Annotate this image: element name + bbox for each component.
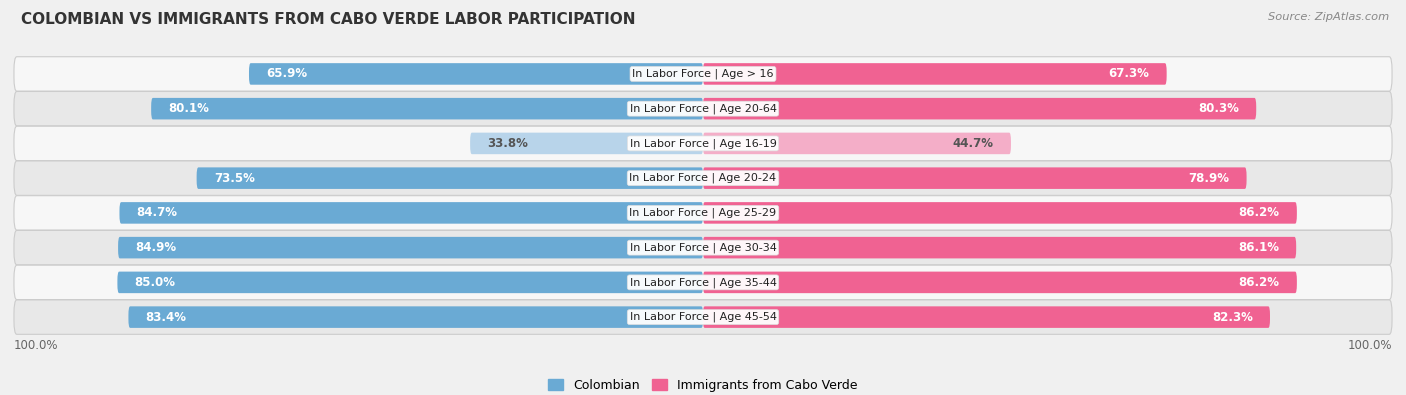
FancyBboxPatch shape (14, 126, 1392, 161)
FancyBboxPatch shape (703, 272, 1296, 293)
Text: 82.3%: 82.3% (1212, 310, 1253, 324)
Legend: Colombian, Immigrants from Cabo Verde: Colombian, Immigrants from Cabo Verde (543, 374, 863, 395)
Text: 80.1%: 80.1% (169, 102, 209, 115)
FancyBboxPatch shape (249, 63, 703, 85)
Text: In Labor Force | Age 25-29: In Labor Force | Age 25-29 (630, 208, 776, 218)
Text: 100.0%: 100.0% (14, 339, 59, 352)
FancyBboxPatch shape (703, 63, 1167, 85)
Text: 33.8%: 33.8% (488, 137, 529, 150)
FancyBboxPatch shape (14, 265, 1392, 299)
FancyBboxPatch shape (703, 202, 1296, 224)
FancyBboxPatch shape (118, 237, 703, 258)
Text: Source: ZipAtlas.com: Source: ZipAtlas.com (1268, 12, 1389, 22)
Text: 44.7%: 44.7% (953, 137, 994, 150)
FancyBboxPatch shape (703, 133, 1011, 154)
Text: 85.0%: 85.0% (135, 276, 176, 289)
Text: 86.2%: 86.2% (1239, 207, 1279, 219)
FancyBboxPatch shape (703, 307, 1270, 328)
FancyBboxPatch shape (14, 161, 1392, 196)
FancyBboxPatch shape (14, 57, 1392, 91)
FancyBboxPatch shape (470, 133, 703, 154)
Text: In Labor Force | Age 20-24: In Labor Force | Age 20-24 (630, 173, 776, 183)
Text: In Labor Force | Age 45-54: In Labor Force | Age 45-54 (630, 312, 776, 322)
Text: 86.2%: 86.2% (1239, 276, 1279, 289)
FancyBboxPatch shape (14, 196, 1392, 230)
FancyBboxPatch shape (117, 272, 703, 293)
FancyBboxPatch shape (703, 98, 1256, 119)
FancyBboxPatch shape (703, 237, 1296, 258)
Text: In Labor Force | Age > 16: In Labor Force | Age > 16 (633, 69, 773, 79)
Text: 80.3%: 80.3% (1198, 102, 1239, 115)
Text: In Labor Force | Age 30-34: In Labor Force | Age 30-34 (630, 243, 776, 253)
FancyBboxPatch shape (14, 92, 1392, 126)
Text: 100.0%: 100.0% (1347, 339, 1392, 352)
Text: 78.9%: 78.9% (1188, 172, 1229, 184)
FancyBboxPatch shape (197, 167, 703, 189)
FancyBboxPatch shape (120, 202, 703, 224)
Text: 67.3%: 67.3% (1108, 68, 1150, 81)
Text: 83.4%: 83.4% (146, 310, 187, 324)
Text: 84.7%: 84.7% (136, 207, 177, 219)
FancyBboxPatch shape (14, 230, 1392, 265)
FancyBboxPatch shape (14, 300, 1392, 334)
FancyBboxPatch shape (152, 98, 703, 119)
Text: In Labor Force | Age 20-64: In Labor Force | Age 20-64 (630, 103, 776, 114)
Text: COLOMBIAN VS IMMIGRANTS FROM CABO VERDE LABOR PARTICIPATION: COLOMBIAN VS IMMIGRANTS FROM CABO VERDE … (21, 12, 636, 27)
Text: 65.9%: 65.9% (266, 68, 308, 81)
Text: 73.5%: 73.5% (214, 172, 254, 184)
FancyBboxPatch shape (128, 307, 703, 328)
Text: In Labor Force | Age 35-44: In Labor Force | Age 35-44 (630, 277, 776, 288)
FancyBboxPatch shape (703, 167, 1247, 189)
Text: 86.1%: 86.1% (1237, 241, 1279, 254)
Text: 84.9%: 84.9% (135, 241, 176, 254)
Text: In Labor Force | Age 16-19: In Labor Force | Age 16-19 (630, 138, 776, 149)
